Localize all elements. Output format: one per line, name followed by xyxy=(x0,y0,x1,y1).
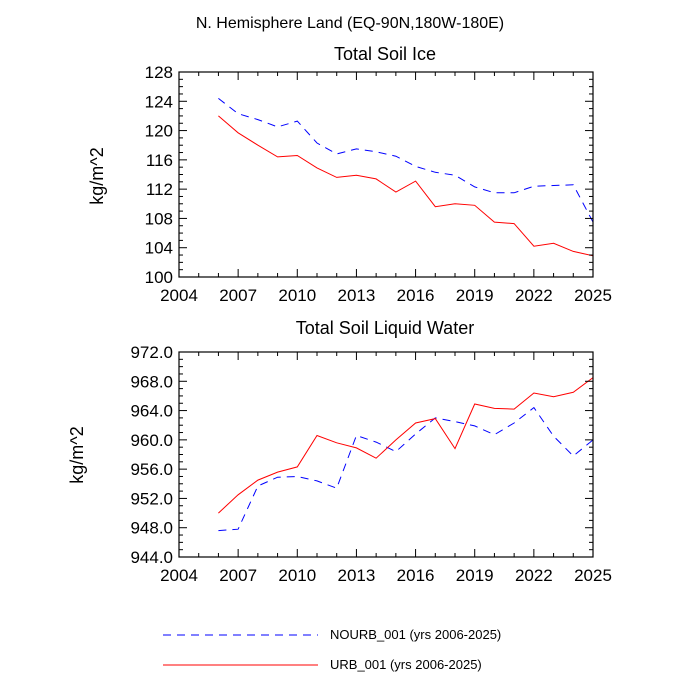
x-tick-label: 2007 xyxy=(219,286,257,305)
ylabel-soil-ice: kg/m^2 xyxy=(87,147,107,204)
series-line-urb-soil-liquid-water xyxy=(218,377,594,514)
x-tick-label: 2016 xyxy=(397,286,435,305)
x-tick-label: 2025 xyxy=(574,286,612,305)
y-tick-label: 944.0 xyxy=(130,548,173,567)
y-tick-label: 972.0 xyxy=(130,343,173,362)
y-tick-label: 956.0 xyxy=(130,460,173,479)
ylabel-soil-liquid-water: kg/m^2 xyxy=(67,426,87,483)
series-line-nourb-soil-liquid-water xyxy=(218,406,594,532)
y-tick-label: 124 xyxy=(145,92,173,111)
x-tick-label: 2004 xyxy=(160,566,198,585)
series-line-urb-soil-ice xyxy=(218,115,594,257)
panel-title-soil-ice: Total Soil Ice xyxy=(334,44,436,64)
x-tick-label: 2022 xyxy=(515,286,553,305)
y-tick-label: 968.0 xyxy=(130,372,173,391)
panel-total-soil-ice: Total Soil Ice kg/m^2 2004 2007 2010 2013 20… xyxy=(87,44,612,305)
x-tick-label: 2016 xyxy=(397,566,435,585)
legend-label-nourb: NOURB_001 (yrs 2006-2025) xyxy=(330,627,501,642)
plot-frame-soil-liquid-water xyxy=(178,351,594,558)
y-tick-label: 952.0 xyxy=(130,489,173,508)
plot-frame-soil-ice xyxy=(178,71,594,278)
y-tick-label: 116 xyxy=(146,151,173,170)
y-tick-label: 104 xyxy=(145,239,173,258)
y-tick-label: 108 xyxy=(145,209,173,228)
x-tick-label: 2007 xyxy=(219,566,257,585)
panel-title-soil-liquid-water: Total Soil Liquid Water xyxy=(296,318,474,338)
y-tick-label: 120 xyxy=(145,122,173,141)
x-tick-label: 2010 xyxy=(278,286,316,305)
x-tick-label: 2004 xyxy=(160,286,198,305)
x-tick-label: 2013 xyxy=(338,566,376,585)
x-tick-label: 2019 xyxy=(456,286,494,305)
y-tick-label: 100 xyxy=(145,268,173,287)
y-tick-label: 960.0 xyxy=(130,431,173,450)
x-tick-label: 2013 xyxy=(338,286,376,305)
x-tick-label: 2025 xyxy=(574,566,612,585)
x-tick-label: 2022 xyxy=(515,566,553,585)
y-tick-label: 112 xyxy=(146,180,173,199)
y-tick-label: 964.0 xyxy=(130,402,173,421)
y-tick-label: 128 xyxy=(145,63,173,82)
y-tick-label: 948.0 xyxy=(130,519,173,538)
legend: NOURB_001 (yrs 2006-2025) URB_001 (yrs 2… xyxy=(163,627,501,672)
panel-total-soil-liquid-water: Total Soil Liquid Water kg/m^2 2004 2007 2… xyxy=(67,318,612,585)
x-tick-label: 2010 xyxy=(278,566,316,585)
series-line-nourb-soil-ice xyxy=(218,98,594,223)
figure-title: N. Hemisphere Land (EQ-90N,180W-180E) xyxy=(196,15,504,32)
x-tick-label: 2019 xyxy=(456,566,494,585)
legend-label-urb: URB_001 (yrs 2006-2025) xyxy=(330,657,482,672)
